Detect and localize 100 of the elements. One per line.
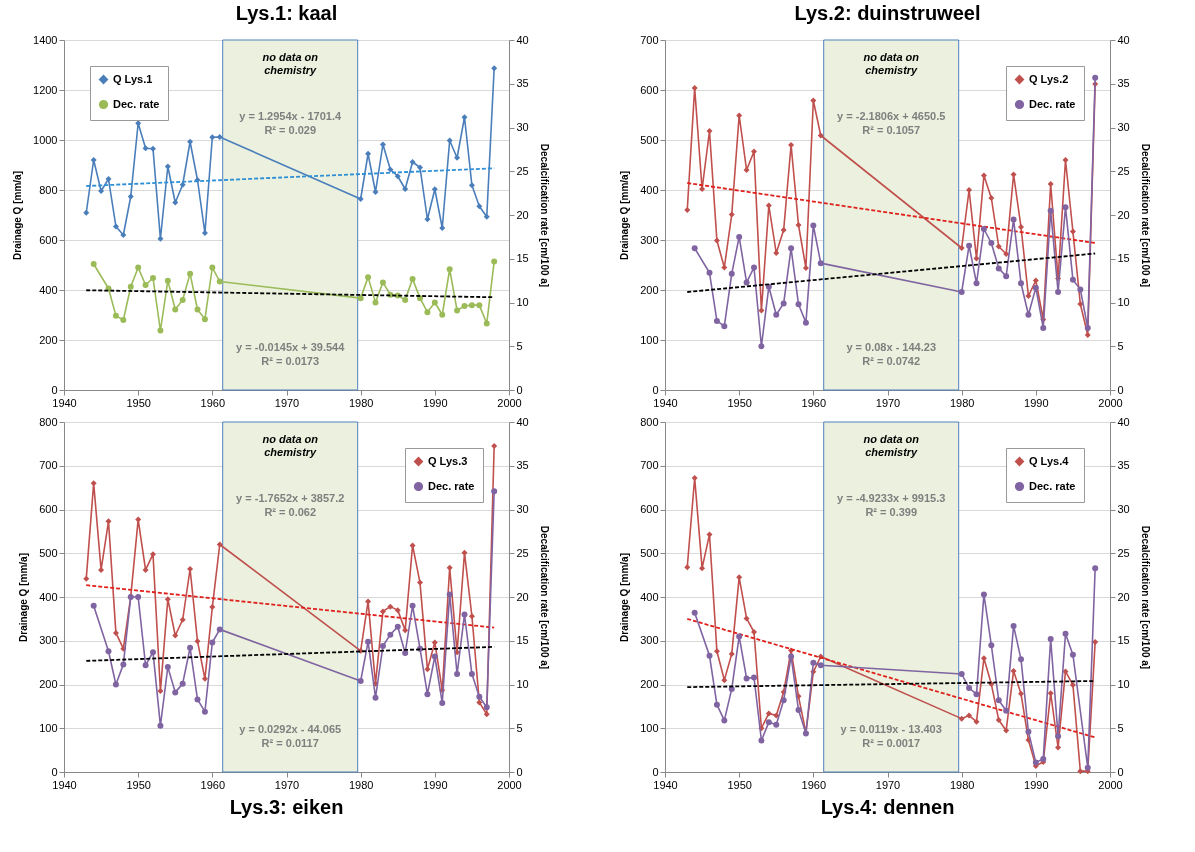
annotation: y = -4.9233x + 9915.3 R² = 0.399 (837, 492, 946, 518)
y2-tick-label: 40 (1117, 415, 1130, 428)
y2-tick-label: 35 (1117, 459, 1130, 472)
y-tick-label: 300 (640, 634, 659, 647)
legend-label: Q Lys.4 (1029, 454, 1070, 467)
y2-tick-label: 20 (1117, 208, 1130, 221)
legend-label: Q Lys.3 (428, 454, 468, 467)
x-tick-label: 1960 (200, 778, 226, 791)
y2-axis-title: Decalcification rate [cm/100 a] (1139, 143, 1151, 288)
y-tick-label: 200 (640, 678, 659, 690)
y-axis-title: Drainage Q [mm/a] (619, 553, 631, 642)
y2-axis-title: Decalcification rate [cm/100 a] (1139, 525, 1151, 670)
x-tick-label: 1950 (126, 396, 151, 409)
annotation: y = 0.0292x - 44.065 R² = 0.0117 (239, 723, 342, 749)
y-tick-label: 300 (640, 233, 659, 246)
x-tick-label: 2000 (1098, 778, 1123, 791)
y-tick-label: 0 (51, 765, 58, 778)
x-tick-label: 2000 (497, 396, 522, 409)
y-tick-label: 200 (39, 333, 58, 346)
x-tick-label: 2000 (497, 778, 522, 791)
y-tick-label: 700 (640, 33, 659, 46)
y2-tick-label: 35 (516, 459, 529, 472)
y2-tick-label: 25 (516, 164, 529, 177)
y2-tick-label: 25 (1117, 164, 1130, 177)
y-tick-label: 700 (640, 459, 659, 472)
x-tick-label: 1980 (949, 778, 975, 791)
y2-tick-label: 10 (1117, 296, 1130, 308)
annotation: y = 1.2954x - 1701.4 R² = 0.029 (239, 110, 342, 136)
y-tick-label: 600 (39, 503, 58, 515)
y2-tick-label: 30 (516, 503, 529, 515)
y2-tick-label: 15 (516, 634, 529, 647)
y-tick-label: 100 (640, 333, 659, 346)
legend-label: Dec. rate (1029, 479, 1076, 492)
y-tick-label: 0 (652, 383, 659, 396)
x-tick-label: 1970 (875, 396, 901, 409)
y2-axis-title: Decalcification rate [cm/100 a] (538, 143, 550, 288)
x-tick-label: 1980 (949, 396, 975, 409)
y-tick-label: 700 (39, 459, 58, 472)
y-axis-title: Drainage Q [mm/a] (12, 171, 24, 260)
annotation: y = 0.0119x - 13.403 R² = 0.0017 (840, 723, 942, 749)
y2-tick-label: 15 (1117, 634, 1130, 647)
x-tick-label: 1940 (52, 396, 77, 409)
y-tick-label: 800 (39, 415, 58, 428)
y-axis-title: Drainage Q [mm/a] (18, 553, 30, 642)
y2-tick-label: 30 (1117, 121, 1130, 133)
y2-tick-label: 5 (516, 339, 523, 352)
y2-tick-label: 30 (516, 121, 529, 133)
y-tick-label: 500 (640, 546, 659, 559)
x-tick-label: 1960 (200, 396, 226, 409)
x-tick-label: 1960 (801, 396, 827, 409)
y-tick-label: 500 (39, 546, 58, 559)
x-tick-label: 1980 (348, 396, 374, 409)
x-tick-label: 1940 (52, 778, 77, 791)
y2-tick-label: 0 (1117, 383, 1124, 396)
y-tick-label: 400 (640, 183, 659, 196)
y-tick-label: 0 (51, 383, 58, 396)
y-tick-label: 300 (39, 634, 58, 647)
y-tick-label: 600 (640, 83, 659, 96)
y-tick-label: 100 (39, 721, 58, 734)
y2-tick-label: 0 (516, 765, 523, 778)
y2-tick-label: 35 (516, 77, 529, 90)
y-tick-label: 1200 (33, 83, 58, 96)
y2-tick-label: 10 (1117, 678, 1130, 690)
y2-tick-label: 40 (516, 33, 529, 46)
annotation: y = -0.0145x + 39.544 R² = 0.0173 (236, 341, 346, 367)
x-tick-label: 1960 (801, 778, 827, 791)
x-tick-label: 1940 (653, 396, 678, 409)
y-tick-label: 800 (640, 415, 659, 428)
x-tick-label: 1970 (274, 396, 300, 409)
y2-tick-label: 5 (1117, 721, 1124, 734)
y-tick-label: 1400 (33, 33, 58, 46)
chart-title: Lys.1: kaal (235, 2, 338, 24)
x-tick-label: 1970 (875, 778, 901, 791)
y-tick-label: 400 (640, 590, 659, 603)
annotation: y = -1.7652x + 3857.2 R² = 0.062 (236, 492, 345, 518)
legend-label: Dec. rate (113, 97, 160, 110)
x-tick-label: 1990 (423, 778, 448, 791)
y-tick-label: 500 (640, 133, 659, 146)
y-tick-label: 600 (640, 503, 659, 515)
y2-axis-title: Decalcification rate [cm/100 a] (538, 525, 550, 670)
x-tick-label: 1990 (1024, 778, 1049, 791)
y2-tick-label: 10 (516, 678, 529, 690)
legend-label: Q Lys.2 (1029, 72, 1069, 85)
y2-tick-label: 20 (1117, 590, 1130, 603)
y2-tick-label: 10 (516, 296, 529, 308)
legend-label: Dec. rate (428, 479, 475, 492)
x-tick-label: 1980 (348, 778, 374, 791)
y-tick-label: 400 (39, 590, 58, 603)
text: Lys.4: dennen (820, 796, 955, 818)
annotation: y = 0.08x - 144.23 R² = 0.0742 (846, 341, 937, 367)
y-tick-label: 800 (39, 183, 58, 196)
x-tick-label: 1950 (727, 396, 752, 409)
y-tick-label: 400 (39, 283, 58, 296)
y-tick-label: 1000 (33, 133, 58, 146)
band-label: no data on chemistry (863, 51, 920, 76)
x-tick-label: 2000 (1098, 396, 1123, 409)
chart-title: Lys.2: duinstruweel (794, 2, 981, 24)
x-tick-label: 1950 (126, 778, 151, 791)
y2-tick-label: 5 (1117, 339, 1124, 352)
y2-tick-label: 25 (516, 546, 529, 559)
